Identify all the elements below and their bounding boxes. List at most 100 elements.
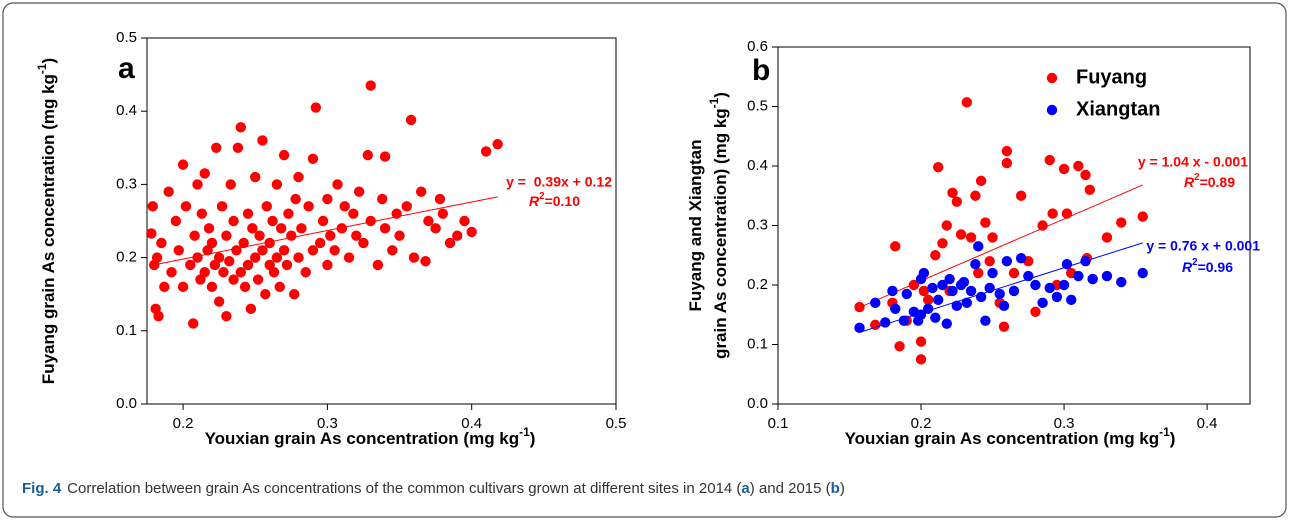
point xyxy=(264,237,275,249)
point xyxy=(221,230,232,241)
point xyxy=(970,190,981,201)
legend-label: Xiangtan xyxy=(1076,98,1160,120)
point xyxy=(1061,258,1073,270)
point xyxy=(250,171,261,183)
point xyxy=(317,215,329,227)
point xyxy=(332,179,343,190)
point xyxy=(146,228,157,239)
point xyxy=(1015,190,1027,201)
point xyxy=(290,193,301,205)
x-tick-label: 0.2 xyxy=(173,415,194,432)
point xyxy=(242,208,254,219)
point xyxy=(937,238,948,249)
point xyxy=(314,237,326,249)
point xyxy=(242,259,254,271)
point xyxy=(221,310,232,322)
point xyxy=(1073,160,1084,172)
point xyxy=(408,252,420,263)
text-part: Fuyang and Xiangtan xyxy=(686,140,705,312)
legend-label: Fuyang xyxy=(1076,66,1147,88)
point xyxy=(235,267,246,278)
point xyxy=(1058,279,1070,291)
text-part: 2 xyxy=(1192,257,1198,268)
text-part: R xyxy=(1182,259,1193,275)
point xyxy=(1037,220,1048,231)
point xyxy=(918,267,930,279)
point xyxy=(187,318,199,329)
point xyxy=(415,186,427,197)
text-part: ) xyxy=(1170,429,1176,448)
y-tick-label: 0.0 xyxy=(116,395,137,412)
point xyxy=(944,273,955,285)
text-part: R xyxy=(1184,174,1195,190)
point xyxy=(153,310,164,322)
point xyxy=(951,300,962,312)
point xyxy=(870,319,881,331)
text-part: 2 xyxy=(539,191,545,202)
point xyxy=(238,237,249,249)
point xyxy=(1101,232,1113,243)
point xyxy=(1044,154,1055,166)
point xyxy=(975,175,987,187)
point xyxy=(980,315,991,326)
point xyxy=(1087,273,1098,285)
point xyxy=(203,223,215,234)
caption-text: Correlation between grain As concentrati… xyxy=(67,480,741,497)
point xyxy=(228,274,239,285)
text-part: grain As concentration) (mg kg xyxy=(711,108,730,359)
x-tick-label: 0.5 xyxy=(606,415,627,432)
point xyxy=(213,252,225,263)
caption-label: Fig. 4 xyxy=(22,480,62,497)
fit-r2: R2=0.96 xyxy=(1182,257,1233,275)
point xyxy=(358,237,369,249)
text-part: =0.10 xyxy=(545,193,581,209)
text-part: =0.96 xyxy=(1198,259,1234,275)
point xyxy=(941,220,952,231)
point xyxy=(329,245,340,256)
point xyxy=(932,294,944,306)
point xyxy=(987,232,998,243)
point xyxy=(947,187,958,198)
point xyxy=(310,102,322,113)
point xyxy=(339,201,350,212)
point xyxy=(1137,211,1148,222)
point xyxy=(387,245,398,256)
y-axis-label: Fuyang grain As concentration (mg kg-1) xyxy=(35,58,58,384)
point xyxy=(480,146,492,157)
point xyxy=(170,215,182,227)
point xyxy=(283,208,294,219)
point xyxy=(973,241,984,252)
point xyxy=(890,241,901,252)
point xyxy=(365,215,376,227)
point xyxy=(887,285,898,297)
y-tick-label: 0.1 xyxy=(747,335,768,352)
point xyxy=(189,230,200,241)
point xyxy=(247,223,258,234)
text-part: ) xyxy=(39,58,58,64)
point xyxy=(430,223,441,234)
point xyxy=(466,226,477,238)
point xyxy=(901,288,912,300)
point xyxy=(405,114,417,126)
y-tick-label: 0.3 xyxy=(747,216,768,233)
text-part: -1 xyxy=(707,97,721,108)
y-tick-label: 0.5 xyxy=(747,97,768,114)
point xyxy=(343,252,355,263)
point xyxy=(268,267,280,278)
point xyxy=(984,256,995,267)
point xyxy=(1066,294,1077,306)
point xyxy=(930,250,941,261)
point xyxy=(932,161,944,173)
point xyxy=(1001,145,1013,157)
point xyxy=(307,245,319,256)
y-tick-label: 0.4 xyxy=(116,102,137,119)
point xyxy=(278,149,290,161)
y-tick-label: 0.5 xyxy=(116,29,137,46)
point xyxy=(260,289,271,300)
point xyxy=(973,267,984,279)
point xyxy=(854,322,865,334)
legend-marker xyxy=(1046,72,1058,84)
point xyxy=(965,232,977,243)
